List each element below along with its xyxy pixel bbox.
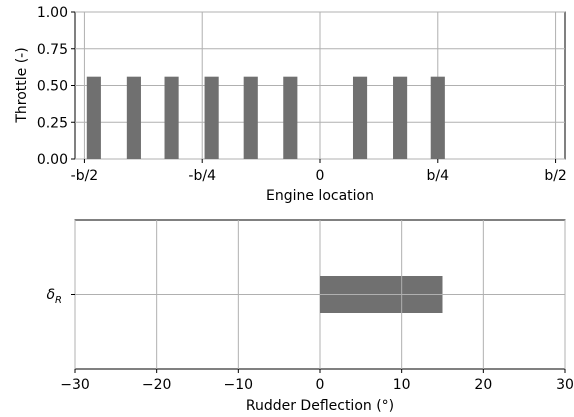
top-y-tick-label: 0.50	[37, 79, 68, 95]
top-bars	[86, 76, 445, 159]
bottom-x-tick-label: −30	[60, 377, 90, 393]
top-x-tick-label: -b/4	[188, 168, 216, 184]
top-y-tick-label: 0.75	[37, 42, 68, 58]
throttle-chart: -b/2 -b/4 0 b/4 b/2 0.00 0.25 0.50 0.75 1.00 Engi…	[14, 5, 567, 204]
top-y-tick-label: 1.00	[37, 5, 68, 21]
top-bar	[430, 76, 445, 159]
top-x-tick-label: 0	[316, 168, 325, 184]
top-bar	[283, 76, 298, 159]
top-bar	[86, 76, 101, 159]
bottom-x-tick-label: 10	[393, 377, 411, 393]
bottom-x-tick-label: 20	[474, 377, 492, 393]
bottom-x-tick-label: −10	[224, 377, 254, 393]
top-x-tick-label: b/4	[427, 168, 450, 184]
bottom-bars	[320, 276, 443, 313]
bottom-x-axis-label: Rudder Deflection (°)	[246, 398, 394, 414]
top-x-axis-label: Engine location	[266, 188, 374, 204]
top-x-tick-label: -b/2	[71, 168, 99, 184]
bottom-x-tick-label: −20	[142, 377, 172, 393]
bottom-x-tick-label: 0	[316, 377, 325, 393]
top-bar	[164, 76, 179, 159]
top-bar	[352, 76, 368, 159]
top-bar	[204, 76, 219, 159]
bottom-category-label: δR	[46, 287, 62, 306]
top-x-tick-label: b/2	[544, 168, 567, 184]
top-bar	[393, 76, 408, 159]
top-y-tick-label: 0.00	[37, 152, 68, 168]
top-grid	[75, 11, 565, 160]
bottom-x-tick-label: 30	[556, 377, 574, 393]
bottom-ticks: −30 −20 −10 0 10 20 30	[60, 294, 574, 393]
rudder-chart: −30 −20 −10 0 10 20 30 δR Rudder Deflection (°…	[46, 219, 574, 414]
top-ticks: -b/2 -b/4 0 b/4 b/2 0.00 0.25 0.50 0.75 1.00	[37, 5, 567, 184]
top-y-axis-label: Throttle (-)	[14, 47, 30, 123]
top-bar	[243, 76, 258, 159]
top-y-tick-label: 0.25	[37, 115, 68, 131]
top-bar	[126, 76, 141, 159]
